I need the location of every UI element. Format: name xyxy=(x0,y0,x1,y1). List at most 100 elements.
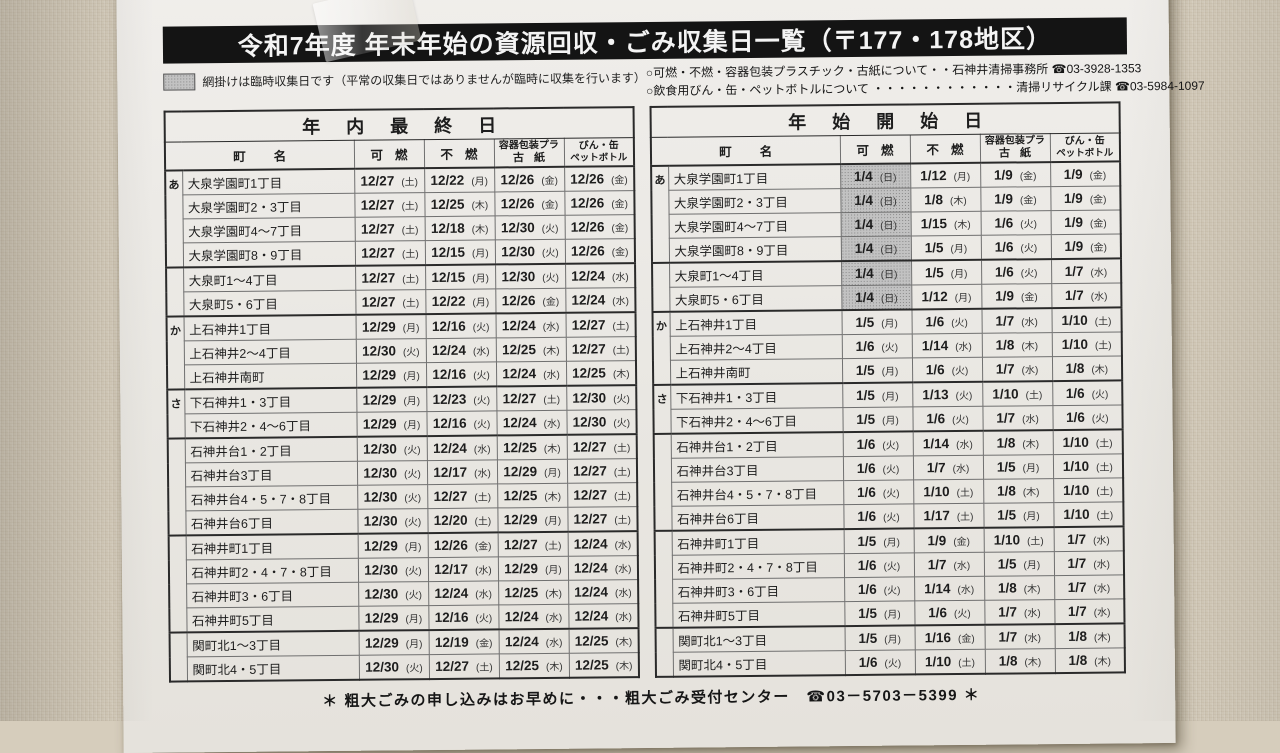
collection-date: 12/24 (水) xyxy=(498,628,569,654)
town-name: 下石神井2・4～6丁目 xyxy=(184,412,357,439)
collection-date: 12/24 (水) xyxy=(568,603,639,629)
town-name: 石神井台4・5・7・8丁目 xyxy=(185,485,358,511)
collection-date: 12/26 (金) xyxy=(427,532,498,558)
collection-date: 12/30 (火) xyxy=(356,436,427,462)
collection-date: 12/27 (土) xyxy=(567,506,638,532)
collection-date: 1/6 (火) xyxy=(843,479,914,505)
gojuon-label xyxy=(655,627,674,677)
collection-date: 1/10 (土) xyxy=(983,527,1054,553)
collection-date: 1/5 (月) xyxy=(842,382,913,408)
collection-date: 1/6 (火) xyxy=(980,210,1051,236)
col-header-bottles: びん・缶 xyxy=(578,140,619,152)
collection-date: 1/10 (土) xyxy=(1053,477,1124,503)
collection-date: 1/8 (木) xyxy=(1054,647,1126,674)
collection-date: 12/29 (月) xyxy=(497,556,569,581)
collection-date: 1/12 (月) xyxy=(910,162,981,188)
collection-date: 12/24 (水) xyxy=(567,555,639,581)
collection-date: 12/25 (木) xyxy=(498,653,570,679)
collection-date: 12/20 (土) xyxy=(427,507,498,534)
flyer-paper: 令和7年度 年末年始の資源回収・ごみ収集日一覧（〒177・178地区） 網掛けは… xyxy=(116,0,1205,753)
gojuon-label: か xyxy=(652,311,671,385)
collection-date: 1/4 (日) xyxy=(840,187,911,213)
collection-date: 12/16 (火) xyxy=(425,361,497,388)
col-header-pet: ペットボトル xyxy=(1056,147,1114,159)
collection-date: 12/30 (火) xyxy=(358,581,429,607)
collection-date: 1/8 (木) xyxy=(983,478,1054,504)
town-name: 上石神井1丁目 xyxy=(183,314,356,341)
town-name: 関町北4・5丁目 xyxy=(672,650,846,677)
collection-date: 1/5 (月) xyxy=(983,551,1055,577)
subheader: 網掛けは臨時収集日です（平常の収集日ではありませんが臨時に収集を行います） ○可… xyxy=(163,59,1205,104)
town-name: 関町北1～3丁目 xyxy=(672,626,845,653)
collection-date: 1/10 (土) xyxy=(1051,307,1122,333)
town-name: 下石神井2・4～6丁目 xyxy=(670,407,843,434)
collection-date: 1/17 (土) xyxy=(913,503,984,529)
collection-date: 1/6 (火) xyxy=(911,308,982,334)
collection-date: 1/12 (月) xyxy=(911,284,982,310)
town-name: 石神井台1・2丁目 xyxy=(184,436,357,463)
town-name: 上石神井2～4丁目 xyxy=(669,334,842,361)
collection-date: 1/5 (月) xyxy=(841,357,913,384)
collection-date: 12/16 (火) xyxy=(426,410,497,437)
collection-date: 12/30 (火) xyxy=(356,460,428,486)
collection-date: 12/24 (水) xyxy=(425,337,496,363)
collection-date: 12/18 (木) xyxy=(424,215,495,241)
collection-date: 12/15 (月) xyxy=(424,239,496,266)
collection-date: 12/26 (金) xyxy=(564,214,635,240)
collection-date: 12/27 (土) xyxy=(565,336,636,362)
collection-date: 12/26 (金) xyxy=(564,166,635,192)
collection-date: 12/30 (火) xyxy=(357,508,428,534)
collection-date: 1/6 (火) xyxy=(844,649,916,676)
collection-date: 1/6 (火) xyxy=(842,431,913,457)
collection-date: 1/8 (木) xyxy=(984,575,1055,601)
collection-date: 1/5 (月) xyxy=(843,528,914,554)
collection-date: 1/10 (土) xyxy=(1051,331,1123,357)
town-name: 大泉学園町1丁目 xyxy=(668,164,841,191)
table-title-final: 年内最終日 xyxy=(164,107,634,143)
col-header-town: 町名 xyxy=(650,135,841,166)
town-name: 石神井町3・6丁目 xyxy=(186,582,359,608)
collection-date: 12/27 (土) xyxy=(427,483,498,509)
collection-date: 1/14 (水) xyxy=(914,576,985,601)
collection-date: 12/25 (木) xyxy=(568,652,640,678)
town-name: 石神井町5丁目 xyxy=(186,606,359,633)
collection-date: 12/27 (土) xyxy=(354,168,425,194)
collection-date: 12/24 (水) xyxy=(565,287,636,313)
town-name: 上石神井南町 xyxy=(183,363,357,390)
col-header-nonburnable: 不燃 xyxy=(423,138,495,169)
collection-date: 12/17 (水) xyxy=(426,459,498,485)
town-name: 大泉学園町1丁目 xyxy=(182,168,355,195)
town-name: 大泉町1～4丁目 xyxy=(669,261,842,288)
town-name: 石神井町1丁目 xyxy=(671,529,844,556)
collection-date: 1/4 (日) xyxy=(841,260,912,286)
col-header-burnable: 可燃 xyxy=(353,139,425,169)
collection-date: 1/7 (水) xyxy=(1053,526,1124,552)
gojuon-label: さ xyxy=(167,389,185,439)
collection-date: 12/25 (木) xyxy=(568,628,639,654)
collection-date: 12/24 (水) xyxy=(567,531,638,557)
town-name: 石神井台6丁目 xyxy=(671,504,844,531)
gojuon-label xyxy=(653,433,672,531)
collection-date: 12/27 (土) xyxy=(355,265,426,291)
town-name: 大泉町5・6丁目 xyxy=(669,285,842,312)
collection-date: 1/9 (金) xyxy=(913,527,984,553)
collection-date: 12/27 (土) xyxy=(354,240,426,266)
collection-date: 1/14 (水) xyxy=(911,333,982,358)
col-header-oldpaper: 古紙 xyxy=(512,151,556,165)
collection-date: 1/9 (金) xyxy=(1050,209,1121,235)
collection-date: 1/5 (月) xyxy=(841,309,912,335)
page-title: 令和7年度 年末年始の資源回収・ごみ収集日一覧（〒177・178地区） xyxy=(162,17,1128,64)
collection-date: 12/24 (水) xyxy=(496,410,567,436)
gojuon-label xyxy=(654,530,673,628)
gojuon-label xyxy=(166,267,184,317)
town-name: 大泉学園町4～7丁目 xyxy=(182,217,355,243)
collection-date: 1/6 (火) xyxy=(911,357,983,383)
collection-date: 12/22 (月) xyxy=(425,288,496,315)
collection-date: 12/30 (火) xyxy=(494,215,565,240)
collection-date: 12/24 (水) xyxy=(568,579,639,605)
collection-date: 12/30 (火) xyxy=(355,338,426,364)
town-name: 石神井台3丁目 xyxy=(670,456,844,483)
legend-text: 網掛けは臨時収集日です（平常の収集日ではありませんが臨時に収集を行います） xyxy=(202,70,646,90)
collection-date: 12/29 (月) xyxy=(496,459,568,484)
collection-date: 12/24 (水) xyxy=(428,580,499,606)
